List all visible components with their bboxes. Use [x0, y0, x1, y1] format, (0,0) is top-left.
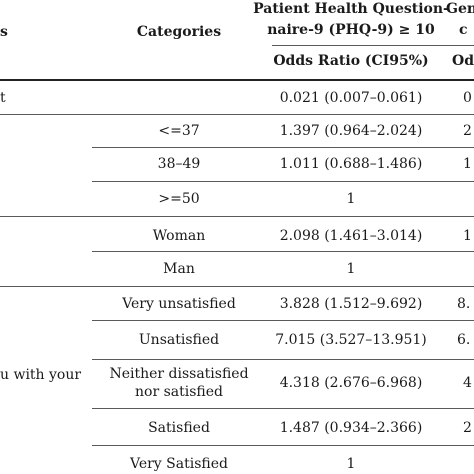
row-divider — [92, 445, 474, 446]
row-gad-cell: 0 — [463, 90, 472, 106]
row-gad-cell: 1 — [463, 228, 472, 244]
header-variables-label: s — [0, 24, 8, 40]
row-divider — [92, 320, 474, 321]
row-category-cell: Woman — [152, 228, 206, 244]
row-divider — [92, 147, 474, 148]
row-category-cell: Very unsatisfied — [122, 296, 236, 312]
row-divider — [0, 216, 474, 217]
row-phq9-cell: 1.487 (0.934–2.366) — [279, 420, 423, 436]
row-divider — [92, 181, 474, 182]
row-gad-cell: 4 — [463, 375, 472, 391]
row-phq9-cell: 0.021 (0.007–0.061) — [279, 90, 423, 106]
row-gad-cell: 8. — [457, 296, 471, 312]
row-gad-cell: 6. — [457, 332, 471, 348]
row-phq9-cell: 1 — [346, 261, 356, 277]
row-phq9-cell: 3.828 (1.512–9.692) — [279, 296, 423, 312]
row-phq9-cell: 2.098 (1.461–3.014) — [279, 228, 423, 244]
header-phq9-line1: Patient Health Question- — [253, 1, 449, 17]
row-category-cell: <=37 — [158, 123, 200, 139]
row-divider — [92, 251, 474, 252]
row-category-cell: 38–49 — [157, 156, 201, 172]
header-odds-ratio-label: Odds Ratio (CI95%) — [273, 53, 429, 69]
row-phq9-cell: 1.011 (0.688–1.486) — [279, 156, 423, 172]
row-phq9-cell: 1 — [346, 191, 356, 207]
row-variable-cell: u with your — [0, 367, 82, 383]
row-divider — [92, 408, 474, 409]
row-category-cell: Man — [163, 261, 195, 277]
row-phq9-cell: 4.318 (2.676–6.968) — [279, 375, 423, 391]
row-phq9-cell: 1.397 (0.964–2.024) — [279, 123, 423, 139]
header-categories-label: Categories — [136, 24, 222, 40]
header-odds-ratio-label-2: Od — [452, 53, 474, 69]
row-category-cell: >=50 — [158, 191, 200, 207]
header-gad-line2: c — [459, 22, 468, 38]
row-gad-cell: 1 — [463, 156, 472, 172]
row-category-cell: Satisfied — [148, 420, 210, 436]
row-divider — [0, 286, 474, 287]
header-bottom-rule — [0, 79, 474, 81]
row-category-cell-line2: nor satisfied — [135, 384, 223, 400]
row-category-cell: Very Satisfied — [130, 456, 228, 472]
row-variable-cell: t — [0, 90, 6, 106]
row-divider — [92, 359, 474, 360]
row-category-cell-line1: Neither dissatisfied — [109, 366, 249, 382]
row-category-cell: Unsatisfied — [138, 332, 220, 348]
row-gad-cell: 2 — [463, 123, 472, 139]
header-gad-line1: Gen — [446, 1, 474, 17]
row-divider — [0, 114, 474, 115]
header-phq9-line2: naire-9 (PHQ-9) ≥ 10 — [267, 22, 435, 38]
row-gad-cell: 2 — [463, 420, 472, 436]
header-subrule — [272, 45, 474, 46]
row-phq9-cell: 7.015 (3.527–13.951) — [275, 332, 427, 348]
row-phq9-cell: 1 — [346, 456, 356, 472]
